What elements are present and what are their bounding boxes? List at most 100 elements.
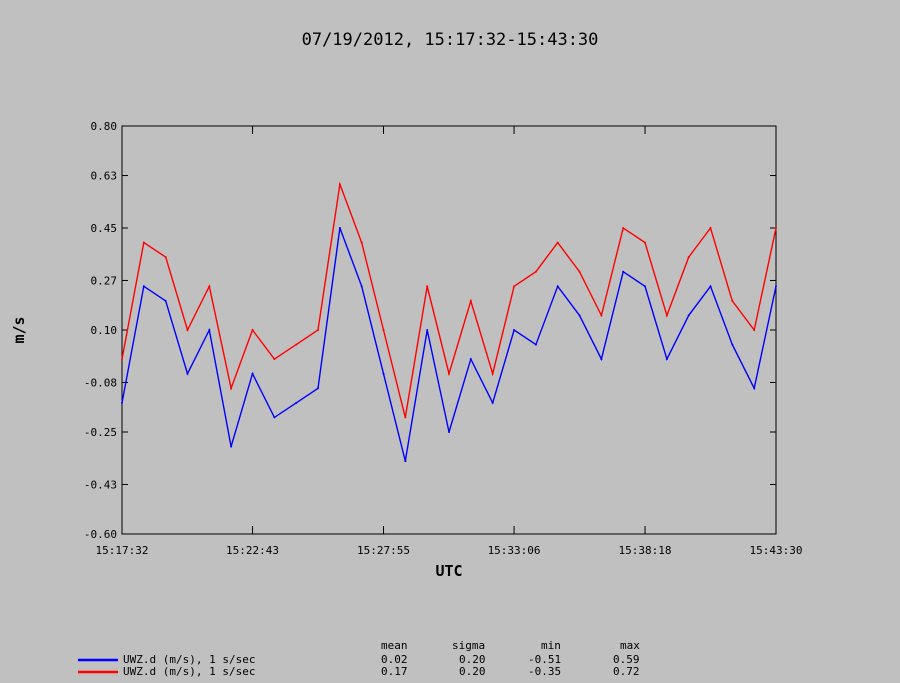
series-1-point: [448, 431, 450, 433]
x-axis-label: UTC: [435, 562, 462, 580]
y-tick-label: 0.27: [91, 274, 118, 287]
series-1-point: [208, 329, 211, 331]
series-2-point: [687, 256, 690, 259]
series-1-point: [295, 401, 298, 404]
x-axis: 15:17:32 15:22:43 15:27:55 15:33:06 15:38:18…: [96, 126, 803, 557]
series-1-point: [556, 285, 559, 288]
series-1-point: [164, 299, 167, 302]
x-tick-label: 15:27:55: [357, 544, 410, 557]
series-1-point: [687, 314, 690, 317]
series-1-point: [186, 372, 189, 375]
series-1-point: [578, 314, 581, 317]
series-2-min: -0.35: [528, 665, 562, 678]
series-2-point: [230, 387, 233, 390]
series-2-point: [578, 270, 581, 273]
series-2-point: [448, 372, 450, 375]
series-1-point: [317, 387, 320, 390]
series-2-point: [251, 329, 254, 331]
y-axis: 0.80 0.63 0.45 0.27 0.10 -0.08 -0.25 -0.43 -0.60: [84, 120, 776, 541]
series-2-point: [164, 256, 167, 259]
series-2-point: [644, 241, 647, 244]
series-1-point: [121, 401, 123, 404]
series-1-point: [534, 343, 537, 346]
series-2-point: [186, 329, 189, 331]
series-2-point: [317, 329, 320, 331]
series-1-point: [513, 329, 516, 331]
series-1-name: UWZ.d (m/s), 1 s/sec: [123, 653, 256, 666]
series-1-point: [665, 358, 668, 361]
series-1-point: [426, 329, 429, 331]
series-1-point: [382, 372, 385, 375]
x-tick-label: 15:43:30: [750, 544, 803, 557]
series-1-point: [469, 358, 472, 361]
series-2-point: [731, 299, 734, 302]
series-2-point: [360, 241, 363, 244]
series-2-point: [426, 285, 429, 288]
series-2-point: [513, 285, 516, 288]
series-1-point: [404, 460, 407, 463]
series-2-point: [273, 358, 276, 361]
stats-header-max: max: [620, 639, 640, 652]
y-tick-label: -0.08: [84, 376, 117, 389]
series-2-point: [665, 314, 668, 317]
series-1-point: [622, 270, 625, 273]
series-1-max: 0.59: [613, 653, 640, 666]
series-1-point: [600, 358, 603, 361]
series-2-point: [753, 329, 756, 331]
y-tick-label: -0.43: [84, 478, 117, 491]
series-1-point: [709, 285, 712, 288]
plot-area: [121, 125, 777, 535]
series-layer: [121, 181, 777, 463]
series-1-sigma: 0.20: [459, 653, 486, 666]
stats-header-min: min: [541, 639, 561, 652]
y-axis-label: m/s: [10, 316, 28, 343]
series-2-point: [208, 285, 211, 288]
chart-title: 07/19/2012, 15:17:32-15:43:30: [302, 30, 599, 50]
series-1-point: [142, 285, 145, 288]
series-1-point: [360, 285, 363, 288]
series-1-point: [273, 416, 276, 419]
series-1-point: [753, 387, 756, 390]
series-2-sigma: 0.20: [459, 665, 486, 678]
series-1-point: [338, 227, 341, 229]
series-2-name: UWZ.d (m/s), 1 s/sec: [123, 665, 256, 678]
y-tick-label: 0.45: [91, 222, 118, 235]
series-2-point: [469, 299, 472, 302]
series-2-max: 0.72: [613, 665, 640, 678]
series-2-point: [404, 416, 407, 419]
series-2-mean: 0.17: [381, 665, 408, 678]
series-2-point: [600, 314, 603, 317]
series-2-point: [709, 227, 712, 229]
y-tick-label: 0.63: [91, 170, 118, 183]
legend: [78, 658, 118, 674]
series-1-point: [775, 285, 777, 288]
series-1-point: [644, 285, 647, 288]
y-tick-label: 0.10: [91, 324, 118, 337]
y-tick-label: -0.25: [84, 426, 117, 439]
series-2-point: [142, 241, 145, 244]
series-2-point: [775, 227, 777, 229]
x-tick-label: 15:17:32: [96, 544, 149, 557]
y-tick-label: 0.80: [91, 120, 118, 133]
series-1-point: [731, 343, 734, 346]
series-2-point: [491, 372, 494, 375]
series-2-point: [382, 329, 385, 331]
series-1-point: [491, 401, 494, 404]
series-2-point: [338, 183, 341, 186]
series-2-point: [121, 358, 123, 361]
series-2-point: [556, 241, 559, 244]
x-tick-label: 15:33:06: [488, 544, 541, 557]
series-2-point: [534, 270, 537, 273]
x-tick-label: 15:38:18: [619, 544, 672, 557]
series-2-point: [622, 227, 625, 229]
series-2-point: [295, 343, 298, 346]
series-1-point: [230, 445, 233, 448]
series-1-min: -0.51: [528, 653, 562, 666]
series-1-mean: 0.02: [381, 653, 408, 666]
series-1-point: [251, 372, 254, 375]
x-tick-label: 15:22:43: [226, 544, 279, 557]
stats-header-mean: mean: [381, 639, 408, 652]
y-tick-label: -0.60: [84, 528, 117, 541]
stats-header-sigma: sigma: [452, 639, 486, 652]
